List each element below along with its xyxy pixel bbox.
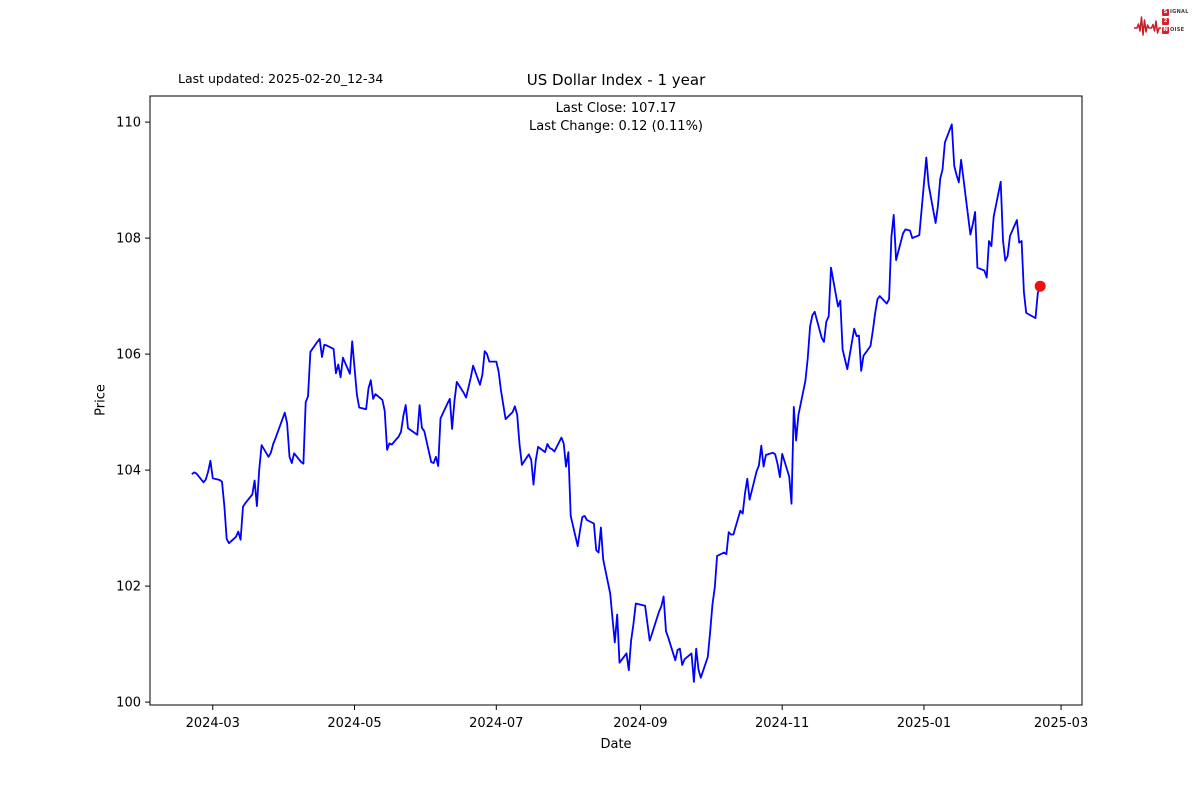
x-tick-label: 2024-09 (613, 716, 667, 731)
logo-row-2: 2 (1162, 17, 1189, 25)
x-tick-label: 2025-03 (1034, 716, 1088, 731)
subtitle-last-change: Last Change: 0.12 (0.11%) (528, 119, 704, 134)
y-tick-label: 110 (116, 116, 141, 131)
last-point-marker (1034, 280, 1046, 292)
x-tick-label: 2024-07 (469, 716, 523, 731)
chart-title: US Dollar Index - 1 year (526, 71, 706, 89)
logo-row-noise: N OISE (1162, 26, 1189, 34)
plot-frame (149, 95, 1083, 706)
chart-subtitle: Last Close: 107.17 Last Change: 0.12 (0.… (529, 100, 703, 136)
y-tick-label: 100 (116, 696, 141, 711)
price-line (191, 123, 1042, 683)
signal2noise-logo: S IGNAL 2 N OISE (1134, 5, 1192, 47)
logo-wordmark: S IGNAL 2 N OISE (1162, 8, 1189, 35)
logo-text-oise: OISE (1170, 27, 1185, 33)
x-tick-label: 2024-11 (755, 716, 809, 731)
subtitle-last-close: Last Close: 107.17 (555, 101, 677, 116)
y-axis-label: Price (93, 384, 109, 416)
logo-text-ignal: IGNAL (1170, 9, 1189, 15)
y-tick-label: 106 (116, 348, 141, 363)
logo-row-signal: S IGNAL (1162, 8, 1189, 16)
ecg-waveform-icon (1134, 16, 1161, 36)
x-tick-label: 2024-05 (327, 716, 381, 731)
y-tick-label: 104 (116, 464, 141, 479)
x-tick-label: 2024-03 (186, 716, 240, 731)
logo-letter-n: N (1162, 26, 1169, 34)
y-tick-label: 108 (116, 232, 141, 247)
y-tick-label: 102 (116, 580, 141, 595)
logo-letter-2: 2 (1162, 17, 1169, 25)
last-updated-text: Last updated: 2025-02-20_12-34 (178, 71, 384, 86)
logo-letter-s: S (1162, 8, 1169, 16)
x-tick-label: 2025-01 (897, 716, 951, 731)
x-axis-label: Date (600, 737, 632, 752)
